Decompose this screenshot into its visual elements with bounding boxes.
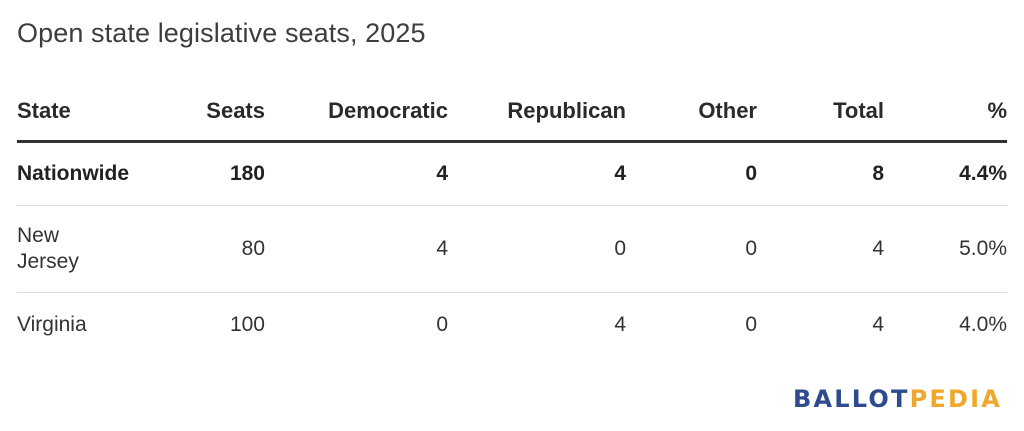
cell-total: 8	[757, 141, 884, 206]
table-row-new-jersey: New Jersey 80 4 0 0 4 5.0%	[17, 205, 1007, 293]
cell-other: 0	[626, 205, 757, 293]
column-header-seats: Seats	[160, 82, 265, 143]
header-row: State Seats Democratic Republican Other …	[17, 82, 1007, 143]
cell-total: 4	[757, 205, 884, 293]
ballotpedia-logo: BALLOTPEDIA	[793, 385, 1002, 413]
cell-state: New Jersey	[17, 205, 160, 293]
cell-seats: 180	[160, 141, 265, 206]
chart-title: Open state legislative seats, 2025	[17, 18, 426, 48]
cell-republican: 0	[448, 205, 626, 293]
cell-republican: 4	[448, 141, 626, 206]
column-header-percent: %	[884, 82, 1007, 143]
cell-total: 4	[872, 313, 884, 336]
seats-table: State Seats Democratic Republican Other …	[17, 82, 1007, 357]
logo-part-ballot: BALLOT	[793, 385, 910, 413]
cell-state: Virginia	[17, 313, 87, 336]
table-row-virginia: Virginia 100 0 4 0 4 4.0%	[17, 293, 1007, 358]
column-header-state: State	[17, 82, 160, 143]
cell-seats: 80	[160, 205, 265, 293]
cell-democratic: 4	[265, 141, 448, 206]
cell-seats: 100	[229, 313, 265, 336]
cell-other: 0	[626, 141, 757, 206]
column-header-republican: Republican	[448, 82, 626, 143]
cell-other: 0	[745, 313, 757, 336]
column-header-democratic: Democratic	[265, 82, 448, 143]
cell-state: Nationwide	[17, 141, 160, 206]
cell-percent: 4.4%	[884, 141, 1007, 206]
cell-percent: 5.0%	[884, 205, 1007, 293]
column-header-other: Other	[626, 82, 757, 143]
cell-percent: 4.0%	[959, 313, 1007, 336]
column-header-total: Total	[757, 82, 884, 143]
cell-democratic: 0	[436, 313, 448, 336]
logo-part-pedia: PEDIA	[909, 385, 1002, 413]
cell-republican: 4	[614, 313, 626, 336]
cell-democratic: 4	[265, 205, 448, 293]
table-row-nationwide: Nationwide 180 4 4 0 8 4.4%	[17, 141, 1007, 206]
